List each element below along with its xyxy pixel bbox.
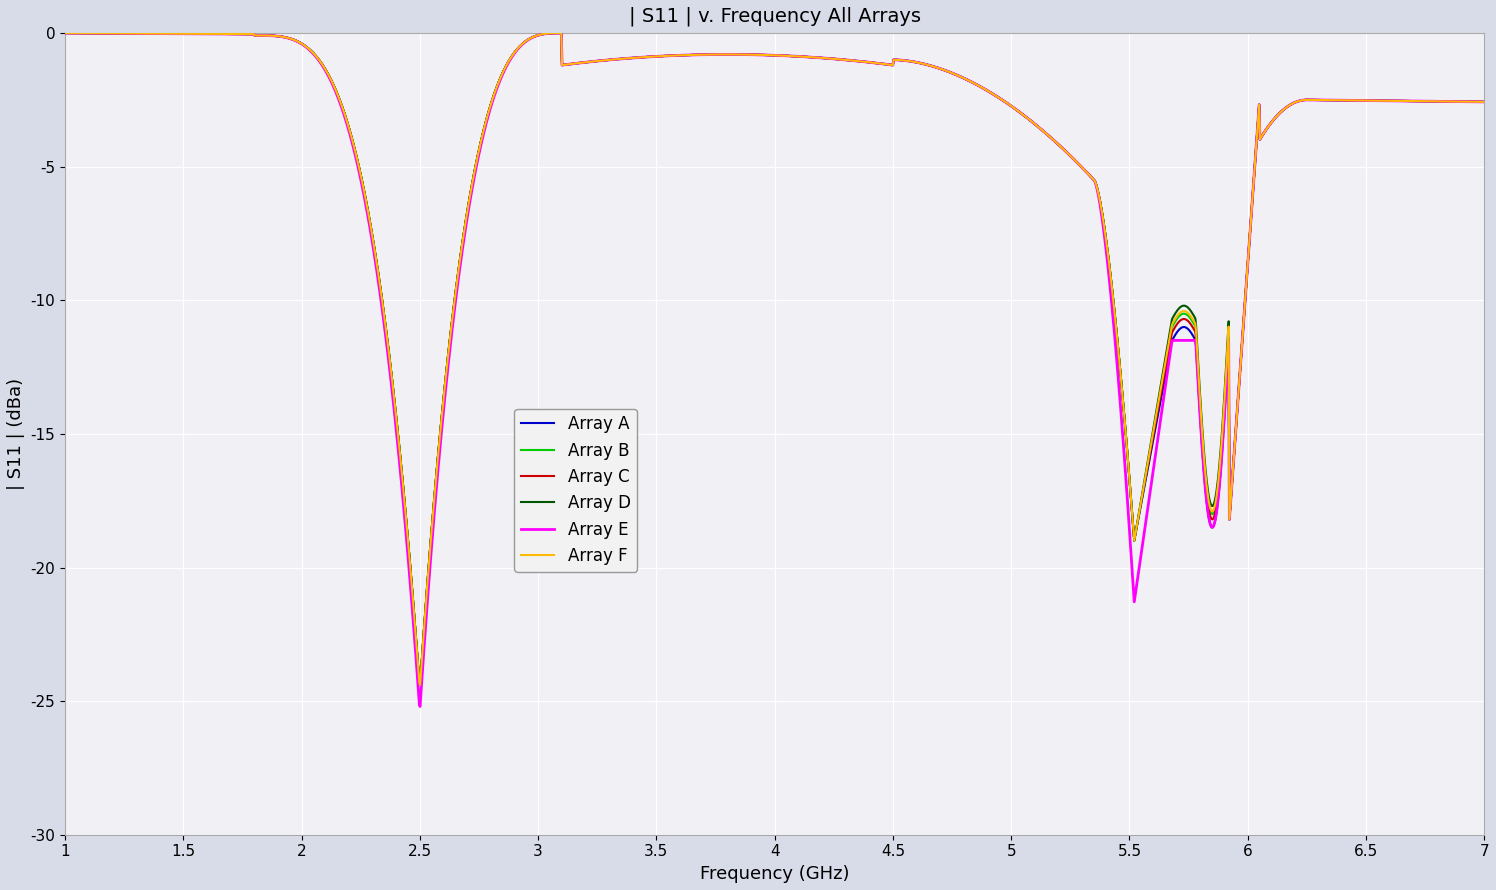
Array D	[1435, 96, 1453, 107]
Array E	[709, 49, 727, 60]
Line: Array F: Array F	[66, 33, 1484, 685]
Array F	[709, 49, 727, 60]
Array C	[709, 49, 727, 60]
Array C	[1435, 96, 1453, 107]
Array A	[1174, 321, 1192, 332]
Array B	[709, 49, 727, 60]
Array D	[1475, 96, 1493, 107]
Array C	[1435, 96, 1453, 107]
Array E	[411, 701, 429, 712]
Array D	[709, 49, 727, 60]
Array E	[129, 28, 147, 39]
Array F	[411, 680, 429, 691]
Array F	[747, 50, 764, 61]
Array F	[57, 28, 75, 38]
Array B	[1435, 96, 1453, 107]
Array A	[129, 28, 147, 39]
Array C	[747, 50, 764, 61]
Line: Array D: Array D	[66, 33, 1484, 685]
Array A	[1475, 96, 1493, 107]
Array B	[57, 28, 75, 38]
Array D	[129, 28, 147, 39]
Array B	[411, 680, 429, 691]
Array A	[709, 49, 727, 60]
Array B	[1435, 96, 1453, 107]
Line: Array C: Array C	[66, 33, 1484, 685]
Y-axis label: | S11 | (dBa): | S11 | (dBa)	[7, 378, 25, 490]
Array A	[1435, 96, 1453, 107]
Array B	[129, 28, 147, 39]
Array A	[57, 28, 75, 38]
X-axis label: Frequency (GHz): Frequency (GHz)	[700, 865, 850, 883]
Array E	[1475, 96, 1493, 107]
Legend: Array A, Array B, Array C, Array D, Array E, Array F: Array A, Array B, Array C, Array D, Arra…	[515, 409, 637, 571]
Array E	[1435, 96, 1453, 107]
Array C	[1174, 313, 1192, 324]
Array A	[1435, 96, 1453, 107]
Array F	[1174, 305, 1192, 316]
Array C	[129, 28, 147, 39]
Array C	[1475, 96, 1493, 107]
Array C	[57, 28, 75, 38]
Array E	[1174, 335, 1192, 345]
Array C	[411, 680, 429, 691]
Array F	[1435, 96, 1453, 107]
Array F	[1435, 96, 1453, 107]
Array A	[747, 50, 764, 61]
Line: Array A: Array A	[66, 33, 1484, 685]
Title: | S11 | v. Frequency All Arrays: | S11 | v. Frequency All Arrays	[628, 7, 920, 27]
Array F	[1475, 96, 1493, 107]
Line: Array B: Array B	[66, 33, 1484, 685]
Line: Array E: Array E	[66, 33, 1484, 707]
Array D	[1174, 300, 1192, 311]
Array F	[129, 28, 147, 39]
Array D	[1435, 96, 1453, 107]
Array E	[747, 50, 764, 61]
Array E	[57, 28, 75, 38]
Array D	[747, 50, 764, 61]
Array D	[57, 28, 75, 38]
Array B	[747, 50, 764, 61]
Array D	[411, 680, 429, 691]
Array A	[411, 680, 429, 691]
Array B	[1475, 96, 1493, 107]
Array E	[1435, 96, 1453, 107]
Array B	[1174, 308, 1192, 319]
